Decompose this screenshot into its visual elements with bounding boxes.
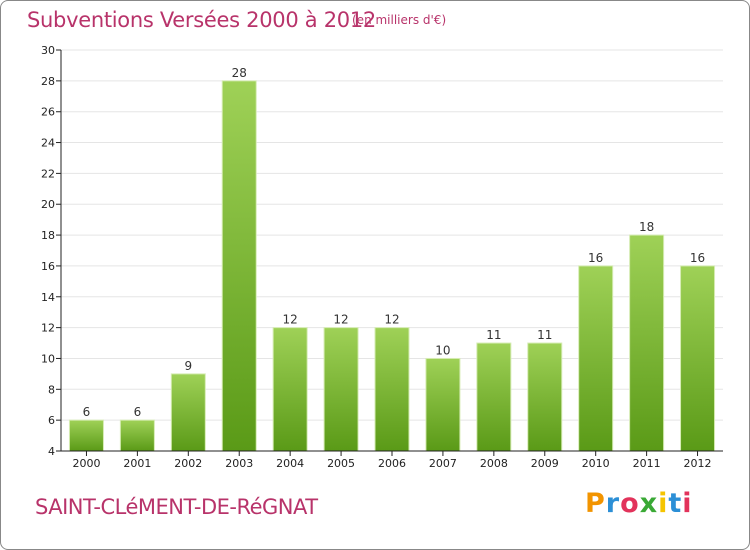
bar	[323, 327, 359, 452]
x-tick-label: 2000	[72, 457, 100, 470]
axes: 4 6 8 10 12 14 16 18 20 22 24 26 28 30 2000 2001 2002 200…	[41, 44, 723, 470]
bar-value-label: 28	[232, 66, 247, 80]
y-tick-label: 16	[41, 260, 55, 273]
y-tick-label: 18	[41, 229, 55, 242]
x-tick-label: 2004	[276, 457, 304, 470]
bar-value-label: 10	[435, 343, 450, 357]
bar	[68, 419, 104, 452]
bar-value-label: 12	[333, 313, 348, 327]
x-tick-label: 2007	[429, 457, 457, 470]
commune-name: SAINT-CLéMENT-DE-RéGNAT	[35, 495, 318, 519]
bar	[425, 357, 461, 452]
bar	[578, 265, 614, 452]
x-tick-label: 2005	[327, 457, 355, 470]
y-tick-label: 8	[48, 383, 55, 396]
bar	[527, 342, 563, 452]
x-tick-label: 2008	[480, 457, 508, 470]
bar	[119, 419, 155, 452]
x-tick-label: 2011	[633, 457, 661, 470]
y-tick-label: 6	[48, 414, 55, 427]
unit-note: (en milliers d'€)	[352, 13, 447, 27]
y-tick-label: 28	[41, 75, 55, 88]
y-tick-label: 22	[41, 167, 55, 180]
bar	[476, 342, 512, 452]
bar-value-label: 6	[134, 405, 142, 419]
y-tick-label: 26	[41, 106, 55, 119]
y-tick-label: 14	[41, 291, 55, 304]
x-tick-label: 2001	[123, 457, 151, 470]
bar	[221, 80, 257, 452]
y-tick-label: 4	[48, 445, 55, 458]
x-tick-label: 2012	[684, 457, 712, 470]
x-tick-label: 2009	[531, 457, 559, 470]
bar-value-label: 12	[384, 313, 399, 327]
y-tick-label: 30	[41, 44, 55, 57]
x-tick-label: 2002	[174, 457, 202, 470]
bar	[170, 373, 206, 452]
bar-value-label: 16	[690, 251, 705, 265]
bar	[629, 234, 665, 452]
y-tick-label: 10	[41, 352, 55, 365]
bar	[272, 327, 308, 452]
bar-value-label: 11	[486, 328, 501, 342]
bar-value-label: 16	[588, 251, 603, 265]
bar-value-label: 18	[639, 220, 654, 234]
bar-value-label: 12	[283, 313, 298, 327]
chart-title: Subventions Versées 2000 à 2012	[27, 8, 376, 32]
x-tick-label: 2003	[225, 457, 253, 470]
y-tick-label: 24	[41, 137, 55, 150]
proxiti-logo: Proxiti	[585, 488, 693, 519]
y-tick-label: 20	[41, 198, 55, 211]
bar	[680, 265, 716, 452]
bars: 6 6 9 28 12 12 12 10 11 11 16 18 16	[68, 66, 716, 452]
bar-value-label: 6	[83, 405, 91, 419]
x-tick-label: 2006	[378, 457, 406, 470]
bar-value-label: 11	[537, 328, 552, 342]
x-tick-label: 2010	[582, 457, 610, 470]
bar	[374, 327, 410, 452]
bar-value-label: 9	[184, 359, 192, 373]
y-tick-label: 12	[41, 322, 55, 335]
